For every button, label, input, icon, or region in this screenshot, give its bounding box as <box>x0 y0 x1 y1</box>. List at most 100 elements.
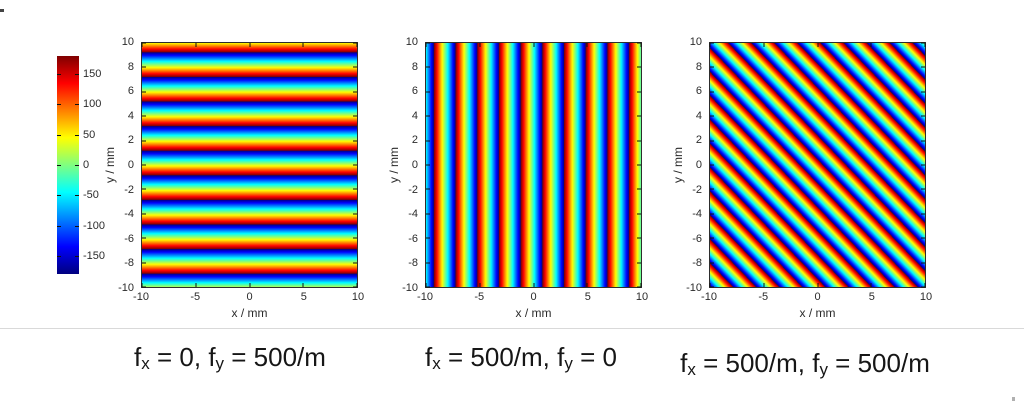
colorbar-tickmark <box>75 225 79 227</box>
y-tickmark <box>426 66 430 68</box>
y-tickmark <box>426 213 430 215</box>
colorbar-tick-labels: 150 100 50 0 -50 -100 -150 <box>83 56 113 274</box>
x-tickmark <box>870 43 872 47</box>
y-tick-label: 6 <box>127 85 134 98</box>
x-tick-label: 0 <box>530 291 537 303</box>
caption-fx500-fy500: fx = 500/m, fy = 500/m <box>680 348 930 380</box>
x-axis-ticks: -10 -5 0 5 10 <box>133 291 364 305</box>
colorbar-tick-label: -50 <box>83 189 99 202</box>
y-tickmark <box>142 164 146 166</box>
y-tick-label: 8 <box>127 60 134 73</box>
y-tickmark <box>710 66 714 68</box>
y-tickmark <box>921 91 925 93</box>
y-tick-label: 6 <box>695 85 702 98</box>
colorbar-tickmark <box>57 165 61 166</box>
y-tickmark <box>142 188 146 190</box>
colorbar-tick-label: -100 <box>83 219 106 232</box>
colorbar-tick-label: -150 <box>83 249 106 262</box>
y-tickmark <box>353 115 357 117</box>
colorbar-tick-label: 100 <box>83 98 102 111</box>
y-tickmark <box>426 286 430 288</box>
colorbar-tickmark <box>75 255 79 257</box>
plot-fx500: y / mm 10 8 6 4 2 0 -2 -4 -6 -8 -10 -10 -5 0 5 10 x / … <box>387 36 648 320</box>
caption-text: = 500/m, f <box>695 348 820 378</box>
x-tickmark <box>479 43 481 47</box>
axis-tickmarks <box>425 42 642 288</box>
x-axis-label: x / mm <box>799 306 836 320</box>
y-tickmark <box>353 188 357 190</box>
y-tick-label: -10 <box>118 282 134 294</box>
y-tickmark <box>921 66 925 68</box>
y-tickmark <box>637 286 641 288</box>
x-tick-label: -10 <box>701 291 717 303</box>
axis-tickmarks <box>141 42 358 288</box>
y-tickmark <box>353 91 357 93</box>
x-tick-label: 10 <box>351 291 365 303</box>
y-tickmark <box>142 91 146 93</box>
y-tick-label: -8 <box>692 257 702 270</box>
x-axis-ticks: -10 -5 0 5 10 <box>417 291 648 305</box>
y-tickmark <box>710 188 714 190</box>
y-tick-label: -8 <box>408 257 418 270</box>
y-tickmark <box>710 91 714 93</box>
heatmap-vertical-stripes <box>425 42 642 288</box>
y-tick-label: -2 <box>124 183 134 196</box>
y-tickmark <box>637 140 641 142</box>
y-tick-label: 0 <box>695 159 702 171</box>
y-tick-label: 10 <box>689 36 702 48</box>
colorbar-tickmark <box>57 225 61 227</box>
x-tickmark <box>817 283 818 287</box>
y-tickmark <box>142 66 146 68</box>
y-tickmark <box>921 237 925 239</box>
x-tickmark <box>195 283 197 287</box>
y-tickmark <box>426 91 430 93</box>
y-tickmark <box>353 140 357 142</box>
x-tickmark <box>533 43 534 47</box>
y-tick-label: 10 <box>405 36 418 48</box>
y-tickmark <box>710 140 714 142</box>
y-axis-ticks: 10 8 6 4 2 0 -2 -4 -6 -8 -10 <box>669 36 705 294</box>
caption-text: = 0 <box>572 342 617 372</box>
x-tickmark <box>425 43 427 47</box>
colorbar-tickmark <box>75 74 79 76</box>
y-tickmark <box>426 188 430 190</box>
y-tickmark <box>142 237 146 239</box>
x-tickmark <box>817 43 818 47</box>
y-tickmark <box>921 213 925 215</box>
x-tickmark <box>302 43 304 47</box>
y-tickmark <box>637 91 641 93</box>
y-tickmark <box>426 115 430 117</box>
x-tick-label: -10 <box>417 291 433 303</box>
y-tick-label: 0 <box>127 159 134 171</box>
y-tick-label: 0 <box>411 159 418 171</box>
y-tick-label: -10 <box>402 282 418 294</box>
y-tickmark <box>710 115 714 117</box>
y-tick-label: -4 <box>692 208 702 221</box>
y-tickmark <box>710 262 714 264</box>
axis-tickmarks <box>709 42 926 288</box>
heatmap-diagonal-stripes <box>709 42 926 288</box>
colorbar-tickmark <box>57 74 61 76</box>
y-tickmark <box>921 164 925 166</box>
y-tickmark <box>426 140 430 142</box>
y-tickmark <box>142 286 146 288</box>
colorbar-tick-label: 50 <box>83 128 96 141</box>
y-tickmark <box>353 42 357 44</box>
y-tickmark <box>921 140 925 142</box>
y-tick-label: -2 <box>408 183 418 196</box>
x-axis-label: x / mm <box>515 306 552 320</box>
plot-fy500: y / mm 10 8 6 4 2 0 -2 -4 -6 -8 -10 -10 -5 0 5 10 x / … <box>103 36 364 320</box>
y-tick-label: -10 <box>686 282 702 294</box>
x-tick-label: -5 <box>190 291 201 303</box>
y-tickmark <box>637 213 641 215</box>
y-tick-label: 4 <box>411 109 418 122</box>
colorbar-tickmark <box>57 195 61 197</box>
x-tickmark <box>356 283 358 287</box>
caption-subscript: y <box>564 354 573 373</box>
caption-text: f <box>680 348 688 378</box>
caption-text: f <box>134 342 142 372</box>
y-tick-label: -8 <box>124 257 134 270</box>
y-tickmark <box>637 237 641 239</box>
y-tickmark <box>426 262 430 264</box>
